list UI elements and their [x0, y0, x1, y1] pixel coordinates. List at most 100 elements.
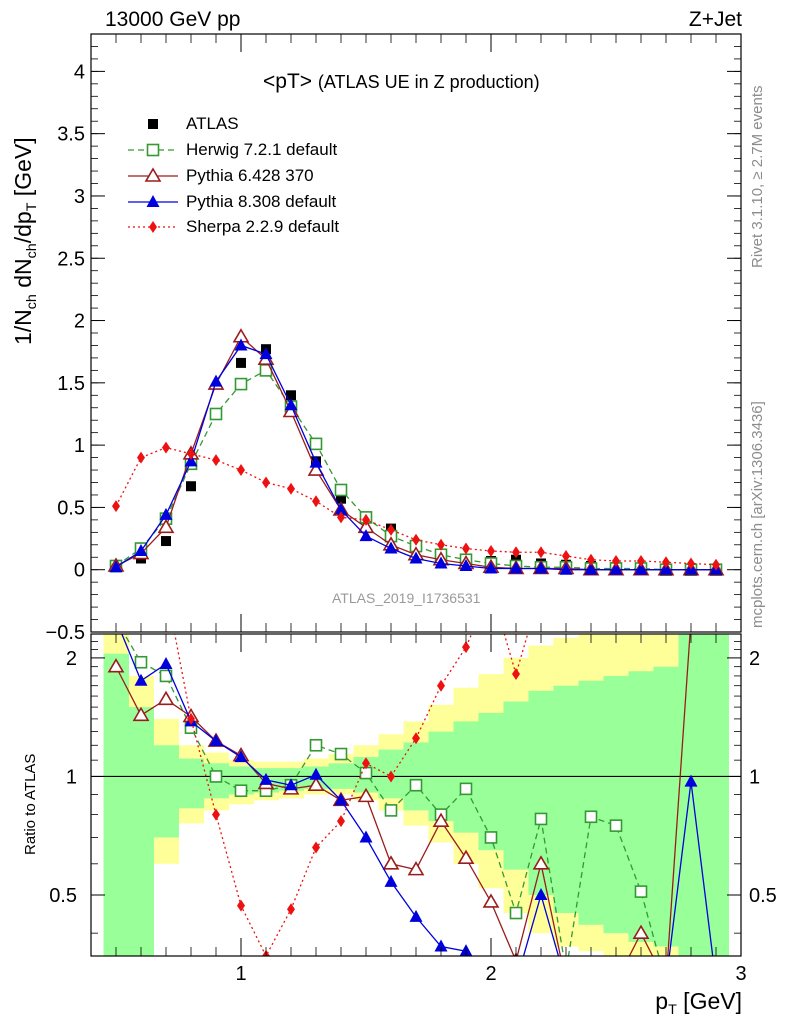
- main-point-sherpa: [262, 476, 270, 489]
- main-point-sherpa: [212, 454, 220, 467]
- x-tick-label: 3: [735, 963, 746, 985]
- main-point-herwig: [209, 407, 223, 421]
- main-point-pythia8: [159, 507, 173, 520]
- main-point-sherpa: [112, 500, 120, 513]
- main-point-sherpa: [587, 553, 595, 566]
- ratio-point-pythia8: [510, 975, 523, 987]
- ratio-point-herwig: [409, 778, 423, 792]
- ratio-point-herwig: [384, 804, 398, 817]
- ratio-point-sherpa: [162, 583, 170, 595]
- ratio-point-herwig: [234, 784, 248, 798]
- x-axis-label: pT [GeV]: [655, 988, 742, 1018]
- ratio-point-herwig: [534, 812, 548, 826]
- main-point-pythia8: [559, 562, 573, 575]
- legend-entry-herwig: Herwig 7.2.1 default: [186, 140, 338, 159]
- main-y-tick-label: 0: [74, 560, 85, 582]
- y-axis-label-main: 1/Nch dNch/dpT [GeV]: [10, 137, 40, 345]
- main-point-pythia8: [134, 544, 148, 557]
- ratio-point-herwig: [584, 810, 598, 824]
- main-point-pythia8: [384, 541, 398, 554]
- ratio-uncertainty-bands: [91, 634, 741, 956]
- ratio-point-herwig: [509, 906, 523, 920]
- ratio-point-sherpa: [512, 668, 520, 681]
- band-inner-bin: [603, 675, 629, 934]
- main-point-sherpa: [512, 546, 520, 559]
- main-point-sherpa: [437, 538, 445, 551]
- main-y-tick-label: 4: [74, 61, 85, 83]
- main-point-pythia8: [209, 374, 223, 387]
- ratio-point-pythia6: [107, 658, 125, 673]
- ratio-point-sherpa: [112, 583, 120, 595]
- main-point-sherpa: [637, 554, 645, 567]
- ratio-point-pythia6: [307, 776, 325, 792]
- main-point-sherpa: [237, 464, 245, 477]
- plot-title-main: <pT>: [263, 70, 313, 93]
- main-point-sherpa: [187, 447, 195, 460]
- main-point-sherpa: [137, 451, 145, 464]
- ratio-point-pythia6: [482, 893, 500, 908]
- main-y-tick-label: 3: [74, 186, 85, 208]
- ratio-point-pythia6: [432, 812, 450, 827]
- ratio-point-herwig: [561, 966, 572, 977]
- band-inner-bin: [628, 671, 654, 942]
- main-point-sherpa: [337, 511, 345, 524]
- ratio-point-pythia6: [632, 924, 650, 939]
- main-y-tick-label: 1: [74, 435, 85, 457]
- ratio-point-pythia8: [284, 778, 298, 791]
- ratio-point-herwig: [711, 977, 722, 988]
- x-tick-label: 2: [485, 963, 496, 985]
- ratio-point-pythia6: [407, 861, 425, 876]
- main-point-sherpa: [162, 441, 170, 454]
- rivet-version-text: Rivet 3.1.10, ≥ 2.7M events: [749, 85, 766, 269]
- ratio-point-pythia6: [659, 975, 673, 987]
- band-inner-bin: [153, 745, 179, 838]
- legend-marker-atlas: [148, 119, 158, 129]
- ratio-point-sherpa: [462, 641, 470, 654]
- band-inner-bin: [553, 685, 579, 914]
- band-inner-bin: [503, 701, 529, 870]
- plot-title-sub: (ATLAS UE in Z production): [317, 72, 540, 92]
- main-point-sherpa: [537, 546, 545, 559]
- ratio-panel-series: [107, 583, 723, 988]
- main-y-tick-label: 2.5: [57, 248, 85, 270]
- ratio-point-sherpa: [412, 732, 420, 745]
- main-point-sherpa: [687, 557, 695, 570]
- main-point-atlas: [161, 536, 171, 547]
- legend-marker-pythia6: [144, 167, 162, 182]
- ratio-point-pythia8: [159, 656, 173, 669]
- ratio-point-pythia8: [610, 975, 623, 987]
- ratio-point-pythia6: [559, 975, 573, 987]
- ratio-point-pythia8: [534, 887, 548, 900]
- main-point-sherpa: [362, 513, 370, 526]
- ratio-point-sherpa: [587, 583, 595, 595]
- ratio-point-pythia8: [359, 830, 373, 843]
- ratio-point-pythia8: [209, 734, 223, 747]
- main-point-pythia8: [234, 338, 248, 351]
- main-point-pythia8: [459, 558, 473, 571]
- main-panel-series: [107, 328, 725, 577]
- main-point-atlas: [336, 493, 346, 504]
- ratio-y-tick-label-left: 0.5: [49, 885, 77, 907]
- ratio-point-sherpa: [312, 841, 320, 854]
- band-inner-bin: [703, 634, 729, 956]
- main-point-atlas: [286, 390, 296, 401]
- main-y-tick-label: 1.5: [57, 373, 85, 395]
- ratio-point-pythia6: [382, 855, 400, 870]
- ratio-point-pythia8: [434, 939, 448, 952]
- main-point-pythia8: [334, 502, 348, 515]
- main-point-sherpa: [462, 542, 470, 555]
- main-point-sherpa: [712, 558, 720, 571]
- legend-entry-pythia8: Pythia 8.308 default: [186, 192, 337, 211]
- ratio-point-herwig: [484, 831, 498, 844]
- main-point-pythia8: [259, 347, 273, 360]
- ratio-point-pythia6: [357, 787, 375, 803]
- ratio-point-pythia8: [710, 975, 723, 987]
- band-inner-bin: [178, 758, 204, 809]
- ratio-point-pythia8: [660, 975, 673, 987]
- main-point-sherpa: [412, 533, 420, 546]
- ratio-point-herwig: [134, 655, 148, 669]
- band-inner-bin: [678, 634, 704, 956]
- ratio-y-tick-label-left: 2: [66, 648, 77, 670]
- ratio-point-sherpa: [562, 583, 570, 595]
- ratio-point-sherpa: [362, 757, 370, 770]
